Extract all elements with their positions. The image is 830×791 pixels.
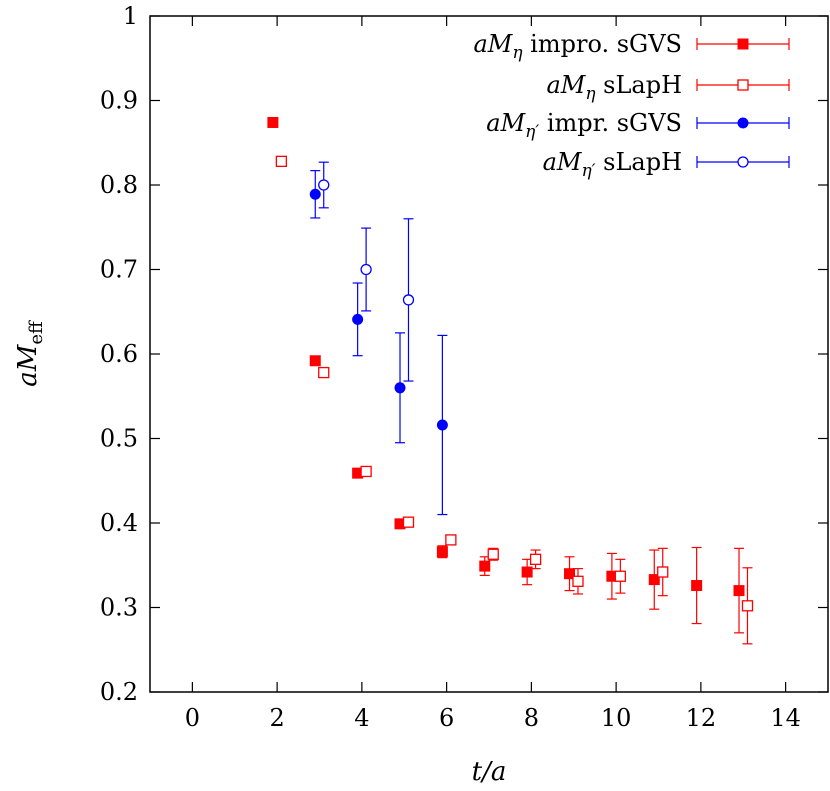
legend-marker [737,38,749,50]
legend-label-sub: η′ [581,161,595,181]
x-axis-title: t/a [472,757,507,787]
series-4 [318,161,415,382]
legend-label-rest: sLapH [596,71,682,99]
data-point [572,575,584,587]
x-tick-label: 12 [686,704,717,732]
data-point [521,566,533,578]
series-3 [309,170,448,516]
data-point [529,553,542,565]
legend-marker [737,117,749,129]
legend-label-rest: impr. sGVS [539,109,682,137]
data-point [402,516,415,528]
legend-label-main: aM [546,71,586,99]
data-point [352,313,364,325]
x-tick-label: 10 [601,704,632,732]
y-tick-label: 0.3 [100,594,138,622]
data-point [614,570,627,582]
data-point [309,188,321,200]
data-point [657,566,669,578]
y-tick-label: 0.5 [100,425,138,453]
legend-entry-2: aMη sLapH [546,71,790,104]
legend-label-main: aM [486,109,526,137]
data-point [318,179,330,191]
legend-label-sub: η [585,84,596,104]
legend-marker [737,156,749,168]
y-tick-labels: 0.2 0.3 0.4 0.5 0.6 0.7 0.8 0.9 1 [100,2,138,706]
data-point [606,570,618,582]
y-axis-title-main: aM [13,343,43,387]
y-tick-label: 1 [123,2,138,30]
legend-label: aMη impro. sGVS [473,30,682,63]
data-point [394,518,406,530]
data-point [267,116,279,128]
data-point [648,574,660,586]
data-point [436,419,448,431]
data-point [691,580,703,592]
legend-entry-1: aMη impro. sGVS [473,30,790,63]
legend-marker [737,79,749,91]
y-tick-label: 0.4 [100,509,138,537]
series-2 [275,155,754,645]
y-axis-title: aMeff [13,320,47,387]
legend-label: aMη′ impr. sGVS [486,109,682,142]
y-axis-title-sub: eff [26,320,47,345]
legend-label-main: aM [543,148,583,176]
legend-label-main: aM [473,30,513,58]
legend-label: aMη′ sLapH [543,148,682,181]
data-point [318,366,330,379]
legend-label: aMη sLapH [546,71,682,104]
y-tick-label: 0.6 [100,340,138,368]
x-tick-label: 0 [185,704,200,732]
x-tick-label: 14 [770,704,801,732]
data-point [564,568,576,580]
data-point [445,534,457,546]
legend-label-rest: sLapH [596,148,682,176]
x-tick-labels: 0 2 4 6 8 10 12 14 [185,704,801,732]
data-point [402,294,415,306]
svg-text:aMeff: aMeff [13,320,47,387]
series-1 [267,116,745,634]
legend-label-rest: impro. sGVS [523,30,682,58]
x-tick-label: 4 [354,704,369,732]
y-tick-label: 0.8 [100,171,138,199]
data-point [741,600,754,612]
x-tick-label: 2 [269,704,284,732]
data-series [267,116,754,645]
data-point [309,355,321,367]
data-point [487,548,499,560]
legend-entry-4: aMη′ sLapH [543,148,790,181]
data-point [275,155,288,167]
data-point [394,382,406,394]
axis-ticks [150,15,828,693]
data-point [360,263,372,276]
legend-label-sub: η′ [525,122,539,142]
data-point [479,560,491,572]
x-tick-label: 8 [524,704,539,732]
data-point [360,465,372,478]
y-tick-label: 0.9 [100,87,138,115]
y-tick-label: 0.2 [100,678,138,706]
data-point [352,467,364,479]
data-point [436,546,448,558]
y-tick-label: 0.7 [100,256,138,284]
legend-label-sub: η [512,43,523,63]
x-tick-label: 6 [439,704,454,732]
data-point [733,585,745,597]
legend-entry-3: aMη′ impr. sGVS [486,109,790,142]
